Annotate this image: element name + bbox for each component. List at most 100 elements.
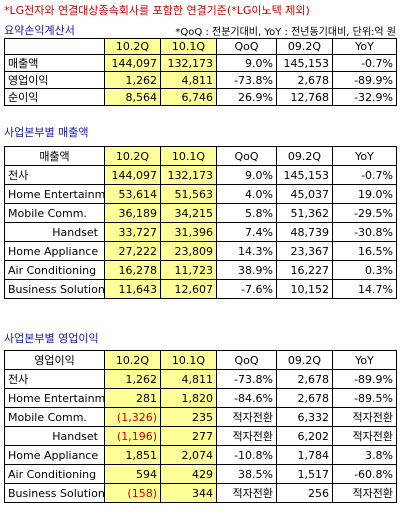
table-cell: 16,227: [276, 260, 333, 280]
table-cell: 적자전환: [332, 426, 397, 446]
column-header: QoQ: [216, 146, 277, 166]
table-row: Home Entertainment2811,820-84.6%2,678-89…: [4, 388, 397, 408]
row-label: Mobile Comm.: [4, 203, 105, 223]
row-label: Handset: [4, 222, 105, 242]
table-cell: -73.8%: [216, 369, 277, 389]
row-label: 매출액: [4, 54, 105, 72]
table-cell: 277: [160, 426, 217, 446]
column-header: QoQ: [216, 350, 277, 370]
table-cell: 34,215: [160, 203, 217, 223]
page-title: *LG전자와 연결대상종속회사를 포함한 연결기준(*LG이노텍 제외): [4, 4, 310, 17]
table-cell: 23,809: [160, 241, 217, 261]
row-label: Mobile Comm.: [4, 407, 105, 427]
column-header: 10.1Q: [160, 38, 217, 55]
table-cell: 36,189: [104, 203, 161, 223]
table-cell: 9.0%: [216, 165, 277, 185]
table-row: 전사 144,097 132,173 9.0% 145,153 -0.7%: [4, 165, 397, 185]
table-cell: 31,396: [160, 222, 217, 242]
row-label: Home Appliance: [4, 241, 105, 261]
table-row: Air Conditioning 594 429 38.5% 1,517 -60.8%: [4, 464, 397, 484]
table-cell: 적자전환: [216, 426, 277, 446]
table-cell: 27,222: [104, 241, 161, 261]
table-cell: 5.8%: [216, 203, 277, 223]
table-cell: 235: [160, 407, 217, 427]
column-header: 매출액: [4, 146, 105, 166]
table-cell: 8,564: [104, 88, 161, 106]
table-cell: 2,678: [276, 388, 333, 408]
table-cell: 51,362: [276, 203, 333, 223]
table-row: Home Appliance 1,851 2,074 -10.8% 1,784 3.8%: [4, 445, 397, 465]
row-label: Handset: [4, 426, 105, 446]
table-cell: 1,517: [276, 464, 333, 484]
table-cell: 6,746: [160, 88, 217, 106]
column-header: YoY: [332, 146, 397, 166]
table-row: 매출액 144,097 132,173 9.0% 145,153 -0.7%: [4, 54, 397, 72]
table-cell: 53,614: [104, 184, 161, 204]
table-cell: 144,097: [104, 54, 161, 72]
table-cell: 144,097: [104, 165, 161, 185]
table-cell: -0.7%: [332, 165, 397, 185]
table-cell: 3.8%: [332, 445, 397, 465]
column-header: [4, 38, 105, 55]
row-label: 순이익: [4, 88, 105, 106]
table-row: Home Entertainment53,61451,5634.0%45,037…: [4, 184, 397, 204]
table-cell: 2,074: [160, 445, 217, 465]
row-label: Air Conditioning: [4, 464, 105, 484]
column-header: QoQ: [216, 38, 277, 55]
row-label: Home Entertainment: [4, 388, 105, 408]
table-cell: 0.3%: [332, 260, 397, 280]
table-cell: -73.8%: [216, 71, 277, 89]
table-cell: 132,173: [160, 54, 217, 72]
table-cell: 145,153: [276, 165, 333, 185]
table-header-row: 영업이익 10.2Q 10.1Q QoQ 09.2Q YoY: [4, 350, 397, 370]
table-cell: 12,768: [276, 88, 333, 106]
row-label: 전사: [4, 369, 105, 389]
section-label-revenue-by-division: 사업본부별 매출액: [4, 126, 89, 139]
table-row: 영업이익 1,262 4,811 -73.8% 2,678 -89.9%: [4, 71, 397, 89]
table-cell: 256: [276, 483, 333, 503]
table-cell: 429: [160, 464, 217, 484]
table-cell: 1,851: [104, 445, 161, 465]
table-cell: 26.9%: [216, 88, 277, 106]
table-cell: 적자전환: [216, 407, 277, 427]
column-header: 10.2Q: [104, 38, 161, 55]
table-header-row: 매출액 10.2Q 10.1Q QoQ 09.2Q YoY: [4, 146, 397, 166]
table-cell: -89.9%: [332, 369, 397, 389]
row-label: Home Appliance: [4, 445, 105, 465]
table-cell: 6,332: [276, 407, 333, 427]
table-cell: -29.5%: [332, 203, 397, 223]
table-cell: 23,367: [276, 241, 333, 261]
table-row: 전사 1,262 4,811 -73.8% 2,678 -89.9%: [4, 369, 397, 389]
table-cell: 11,643: [104, 279, 161, 299]
column-header: 10.2Q: [104, 146, 161, 166]
table-cell: 4,811: [160, 369, 217, 389]
table-cell: 1,784: [276, 445, 333, 465]
table-cell: 적자전환: [332, 407, 397, 427]
table-row: Mobile Comm. 36,189 34,215 5.8% 51,362 -29.5%: [4, 203, 397, 223]
row-label: Business Solutions: [4, 279, 105, 299]
table-row: Handset (1,196) 277 적자전환 6,202 적자전환: [4, 426, 397, 446]
table-cell: 45,037: [276, 184, 333, 204]
table-cell: (1,326): [104, 407, 161, 427]
column-header: 10.2Q: [104, 350, 161, 370]
table-cell: -84.6%: [216, 388, 277, 408]
row-label: Air Conditioning: [4, 260, 105, 280]
table-cell: -10.8%: [216, 445, 277, 465]
table-cell: -89.5%: [332, 388, 397, 408]
operating-profit-by-division-table: 영업이익 10.2Q 10.1Q QoQ 09.2Q YoY 전사 1,262 4,811 -73…: [4, 350, 397, 503]
table-cell: 12,607: [160, 279, 217, 299]
table-cell: 6,202: [276, 426, 333, 446]
table-cell: 38.9%: [216, 260, 277, 280]
column-header: 10.1Q: [160, 350, 217, 370]
row-label: 전사: [4, 165, 105, 185]
column-header: YoY: [332, 38, 397, 55]
table-cell: 16,278: [104, 260, 161, 280]
column-header: 영업이익: [4, 350, 105, 370]
section-label-operating-profit-by-division: 사업본부별 영업이익: [4, 332, 99, 345]
table-cell: 132,173: [160, 165, 217, 185]
table-cell: 281: [104, 388, 161, 408]
table-cell: 1,262: [104, 71, 161, 89]
column-header: 09.2Q: [276, 350, 333, 370]
table-cell: 344: [160, 483, 217, 503]
column-header: 10.1Q: [160, 146, 217, 166]
